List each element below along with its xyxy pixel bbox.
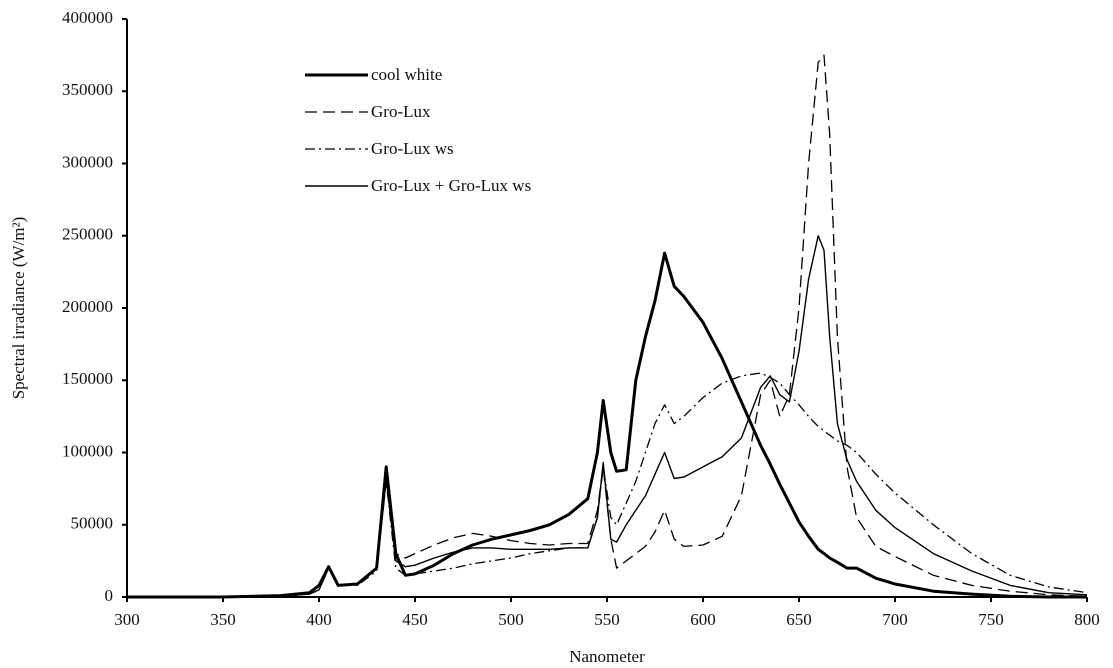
x-tick-label: 600	[690, 610, 716, 629]
x-tick-label: 750	[978, 610, 1004, 629]
legend-label: Gro-Lux	[371, 102, 431, 121]
series-line	[127, 251, 1087, 599]
series-line	[127, 235, 1088, 598]
legend-label: Gro-Lux ws	[371, 139, 454, 158]
x-tick-label: 350	[210, 610, 236, 629]
y-tick-label: 200000	[62, 297, 113, 316]
y-tick-label: 100000	[62, 441, 113, 460]
x-tick-label: 400	[306, 610, 332, 629]
y-tick-label: 350000	[62, 80, 113, 99]
series-line	[127, 372, 1088, 598]
x-tick-label: 550	[594, 610, 620, 629]
y-tick-label: 0	[105, 586, 114, 605]
y-tick-label: 300000	[62, 152, 113, 171]
y-tick-label: 50000	[71, 514, 114, 533]
y-tick-label: 150000	[62, 369, 113, 388]
legend-label: cool white	[371, 65, 442, 84]
y-tick-label: 400000	[62, 8, 113, 27]
y-tick-label: 250000	[62, 225, 113, 244]
x-tick-label: 300	[114, 610, 140, 629]
x-tick-label: 800	[1074, 610, 1100, 629]
x-tick-label: 500	[498, 610, 524, 629]
legend-label: Gro-Lux + Gro-Lux ws	[371, 176, 531, 195]
x-tick-label: 450	[402, 610, 428, 629]
y-axis-label: Spectral irradiance (W/m²)	[9, 217, 28, 400]
x-tick-label: 700	[882, 610, 908, 629]
series-line	[127, 54, 1088, 598]
x-tick-label: 650	[786, 610, 812, 629]
x-axis-label: Nanometer	[569, 647, 645, 666]
